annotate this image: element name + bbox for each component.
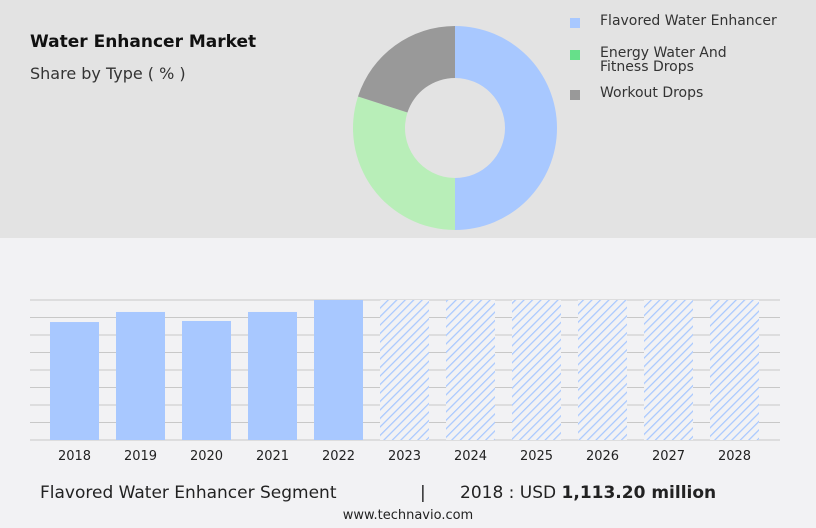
x-tick-label: 2022 (322, 449, 355, 464)
bar (314, 300, 363, 440)
x-tick-label: 2020 (190, 449, 223, 464)
segment-label: Flavored Water Enhancer Segment (40, 483, 337, 503)
legend-label: Energy Water And Fitness Drops (600, 45, 727, 75)
x-tick-label: 2027 (652, 449, 685, 464)
legend-item: Energy Water And Fitness Drops (570, 46, 816, 74)
x-tick-label: 2028 (718, 449, 751, 464)
donut-slice (455, 26, 557, 230)
donut-slice (357, 26, 455, 113)
bar (182, 320, 231, 440)
forecast-bar (380, 300, 429, 440)
x-tick-label: 2018 (58, 449, 91, 464)
x-tick-label: 2026 (586, 449, 619, 464)
legend-label: Flavored Water Enhancer (600, 13, 777, 29)
legend: Flavored Water Enhancer Energy Water And… (570, 14, 816, 112)
value-amount: 1,113.20 million (561, 483, 717, 503)
x-tick-label: 2025 (520, 449, 553, 464)
year-label: 2018 : USD (460, 483, 557, 503)
bar (248, 311, 297, 440)
page-subtitle: Share by Type ( % ) (30, 64, 186, 83)
bar (50, 322, 99, 440)
legend-swatch (570, 90, 580, 100)
donut-slice (353, 96, 455, 230)
page-title: Water Enhancer Market (30, 32, 257, 52)
forecast-bar (446, 300, 495, 440)
x-tick-label: 2019 (124, 449, 157, 464)
forecast-bar (710, 300, 759, 440)
bar (116, 311, 165, 440)
forecast-bar (512, 300, 561, 440)
x-tick-label: 2021 (256, 449, 289, 464)
legend-label: Workout Drops (600, 85, 704, 101)
legend-item: Flavored Water Enhancer (570, 14, 816, 28)
legend-swatch (570, 18, 580, 28)
source-url: www.technavio.com (342, 508, 474, 523)
forecast-bar (644, 300, 693, 440)
forecast-bar (578, 300, 627, 440)
footer-value: 2018 : USD 1,113.20 million (460, 483, 716, 503)
x-tick-label: 2023 (388, 449, 421, 464)
legend-swatch (570, 50, 580, 60)
legend-item: Workout Drops (570, 86, 816, 100)
separator: | (420, 483, 426, 503)
x-tick-label: 2024 (454, 449, 487, 464)
